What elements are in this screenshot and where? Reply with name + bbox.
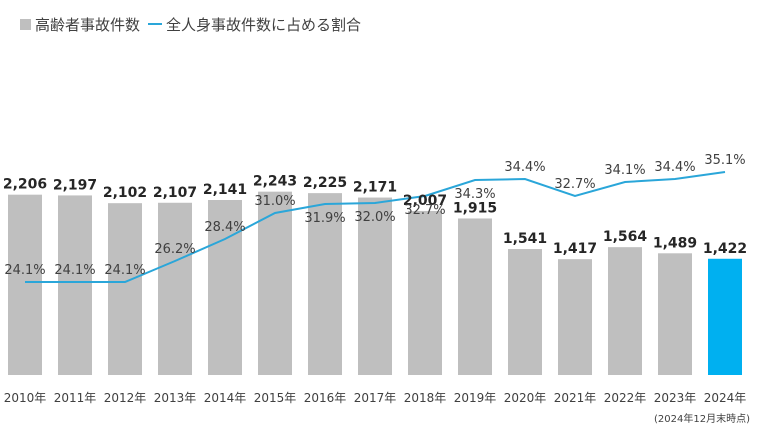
x-axis-label: 2023年 [654, 391, 697, 405]
bar-2016年 [308, 193, 342, 375]
line-value-label: 34.3% [454, 187, 495, 202]
line-value-label: 28.4% [204, 220, 245, 235]
bar-2017年 [358, 197, 392, 375]
x-axis-label: 2022年 [604, 391, 647, 405]
legend-line-swatch [148, 23, 163, 25]
legend-bar-swatch [20, 18, 31, 30]
bar-value-label: 1,541 [503, 231, 547, 247]
line-value-label: 32.7% [404, 203, 445, 218]
bar-value-label: 2,102 [103, 185, 147, 201]
bar-2021年 [558, 259, 592, 375]
line-value-label: 26.2% [154, 242, 195, 257]
bar-value-label: 2,197 [53, 177, 97, 193]
line-value-label: 34.1% [604, 163, 645, 178]
bar-2011年 [58, 195, 92, 375]
x-axis-label: 2012年 [104, 391, 147, 405]
bar-series [8, 191, 742, 375]
x-axis-label: 2019年 [454, 391, 497, 405]
line-value-label: 31.0% [254, 194, 295, 209]
line-value-label: 24.1% [54, 263, 95, 278]
line-value-labels: 24.1% 24.1% 24.1% 26.2% 28.4% 31.0% 31.9% 32.0%… [4, 153, 745, 278]
x-axis-label: 2020年 [504, 391, 547, 405]
x-axis-label: 2010年 [4, 391, 47, 405]
bar-2010年 [8, 194, 42, 375]
bar-value-label: 1,564 [603, 229, 648, 245]
x-axis-label: 2017年 [354, 391, 397, 405]
bar-value-label: 1,489 [653, 235, 697, 251]
date-note: (2024年12月末時点) [654, 414, 750, 425]
x-axis-label: 2013年 [154, 391, 197, 405]
bar-value-label: 1,915 [453, 200, 497, 216]
x-axis-label: 2021年 [554, 391, 597, 405]
bar-2022年 [608, 247, 642, 375]
x-axis-label: 2024年 [704, 391, 747, 405]
bar-value-label: 2,206 [3, 177, 47, 193]
line-value-label: 34.4% [654, 160, 695, 175]
x-axis-label: 2018年 [404, 391, 447, 405]
bar-value-label: 1,422 [703, 241, 747, 257]
bar-value-label: 2,007 [403, 193, 447, 209]
bar-value-label: 1,417 [553, 241, 597, 257]
x-axis-label: 2011年 [54, 391, 97, 405]
bar-value-label: 2,141 [203, 182, 247, 198]
line-value-label: 31.9% [304, 211, 345, 226]
line-value-label: 24.1% [4, 263, 45, 278]
bar-2012年 [108, 203, 142, 375]
bar-2020年 [508, 249, 542, 375]
x-axis-label: 2016年 [304, 391, 347, 405]
bar-2015年 [258, 191, 292, 375]
bar-value-labels: 2,206 2,197 2,102 2,107 2,141 2,243 2,225 2,171… [3, 174, 747, 258]
bar-2018年 [408, 210, 442, 375]
bar-2023年 [658, 253, 692, 375]
bar-value-label: 2,225 [303, 175, 347, 191]
line-value-label: 35.1% [704, 153, 745, 168]
x-axis-labels: 2010年 2011年 2012年 2013年 2014年 2015年 2016年 2017年… [4, 391, 747, 405]
line-value-label: 32.0% [354, 210, 395, 225]
line-value-label: 34.4% [504, 160, 545, 175]
bar-value-label: 2,107 [153, 185, 197, 201]
x-axis-label: 2014年 [204, 391, 247, 405]
legend-line-label: 全人身事故件数に占める割合 [166, 15, 362, 34]
bar-2013年 [158, 202, 192, 375]
bar-value-label: 2,171 [353, 180, 397, 196]
bar-2024年 [708, 258, 742, 375]
percentage-line [25, 171, 726, 283]
legend-bar-label: 高齢者事故件数 [35, 15, 141, 34]
line-value-label: 32.7% [554, 177, 595, 192]
bar-2014年 [208, 199, 242, 375]
legend: 高齢者事故件数 全人身事故件数に占める割合 [20, 14, 361, 34]
bar-value-label: 2,243 [253, 174, 297, 190]
line-series [25, 171, 726, 283]
x-axis-label: 2015年 [254, 391, 297, 405]
bar-2019年 [458, 218, 492, 375]
line-value-label: 24.1% [104, 263, 145, 278]
